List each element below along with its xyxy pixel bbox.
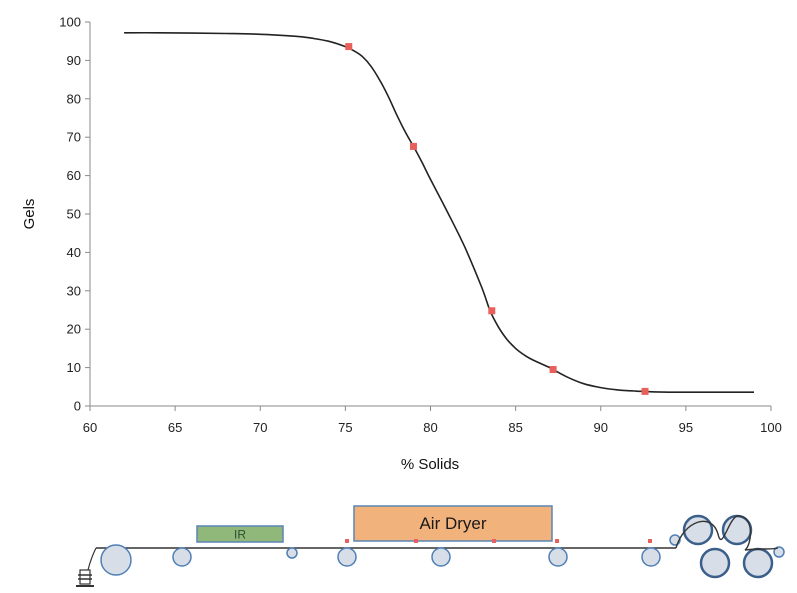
x-tick-label: 100 [760, 420, 782, 435]
data-point-marker [409, 142, 417, 150]
x-tick-label: 70 [253, 420, 267, 435]
y-axis-title: Gels [21, 199, 38, 230]
y-tick-label: 30 [67, 283, 81, 298]
unwind-stand-icon [76, 569, 94, 587]
gels-vs-solids-chart: 0 10 20 30 40 50 60 70 80 90 100 60 65 70 75 80 85 90 95 1… [21, 15, 782, 474]
ir-heater-label: IR [234, 528, 246, 542]
data-point-marker [549, 366, 557, 374]
air-dryer-label: Air Dryer [419, 514, 486, 533]
winder-web-path [675, 515, 779, 551]
y-axis-ticks: 0 10 20 30 40 50 60 70 80 90 100 [59, 15, 90, 414]
sensor-mark [555, 539, 559, 543]
winder-drum [699, 547, 731, 579]
y-tick-label: 90 [67, 53, 81, 68]
x-tick-label: 60 [83, 420, 97, 435]
roller [431, 547, 451, 567]
y-tick-label: 10 [67, 360, 81, 375]
ir-heater-box [196, 525, 284, 543]
gels-curve-line [124, 31, 754, 394]
sensor-mark [492, 539, 496, 543]
sensor-mark [345, 539, 349, 543]
y-tick-label: 60 [67, 168, 81, 183]
data-point-markers [345, 43, 649, 395]
y-tick-label: 40 [67, 245, 81, 260]
y-tick-label: 70 [67, 130, 81, 145]
y-tick-label: 100 [59, 15, 81, 30]
sensor-mark [648, 539, 652, 543]
roller [337, 547, 357, 567]
sensor-mark [414, 539, 418, 543]
roller-small [286, 547, 298, 559]
air-dryer-box [353, 505, 553, 542]
x-tick-label: 85 [508, 420, 522, 435]
winder-drum [682, 514, 714, 546]
x-tick-label: 80 [423, 420, 437, 435]
roller [172, 547, 192, 567]
roller-small [773, 546, 785, 558]
roller [548, 547, 568, 567]
x-tick-label: 65 [168, 420, 182, 435]
y-tick-label: 50 [67, 207, 81, 222]
process-line-diagram: IR Air Dryer [76, 505, 785, 587]
data-point-marker [488, 307, 496, 315]
data-point-marker [641, 387, 649, 395]
x-axis-ticks: 60 65 70 75 80 85 90 95 100 [83, 406, 782, 435]
y-tick-label: 20 [67, 322, 81, 337]
roller [641, 547, 661, 567]
y-tick-label: 0 [74, 399, 81, 414]
x-axis-title: % Solids [401, 456, 459, 473]
web-lead-in [87, 547, 97, 571]
data-point-marker [345, 43, 353, 51]
winder-drum [742, 547, 774, 579]
x-tick-label: 75 [338, 420, 352, 435]
roller-large [100, 544, 132, 576]
y-tick-label: 80 [67, 91, 81, 106]
x-tick-label: 90 [594, 420, 608, 435]
x-tick-label: 95 [679, 420, 693, 435]
